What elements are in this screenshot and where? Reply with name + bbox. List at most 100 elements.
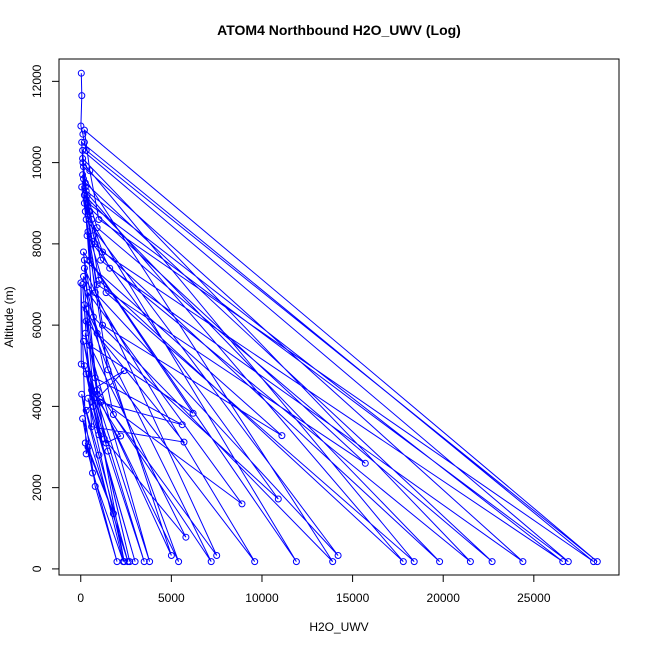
data-point (79, 159, 87, 167)
data-point (88, 216, 96, 223)
data-point (85, 370, 93, 378)
x-axis: 0 5000 10000 15000 20000 25000 (77, 574, 551, 605)
data-point (86, 167, 94, 175)
data-point (89, 469, 96, 477)
x-tick-label: 0 (77, 591, 84, 605)
data-point (329, 558, 337, 566)
x-axis-label: H2O_UWV (309, 620, 368, 634)
data-point (436, 558, 444, 566)
data-point (95, 216, 103, 223)
data-point (83, 232, 91, 240)
data-point (86, 207, 94, 215)
data-point (80, 191, 88, 199)
data-point (88, 386, 96, 394)
data-point (82, 406, 90, 414)
data-point (79, 171, 87, 179)
data-point (104, 366, 112, 374)
data-point (519, 558, 527, 566)
data-point (82, 216, 90, 223)
data-point (82, 450, 90, 458)
data-point (167, 552, 175, 559)
data-point (95, 276, 103, 284)
data-point (84, 394, 92, 402)
data-point (84, 443, 92, 451)
data-point (82, 317, 90, 325)
data-point (182, 533, 190, 541)
data-point (89, 402, 97, 410)
data-point (124, 558, 132, 566)
data-point (88, 423, 96, 431)
data-point (593, 558, 601, 566)
data-point (80, 272, 87, 280)
data-point (77, 360, 85, 368)
series-layer (77, 69, 601, 566)
data-point (79, 415, 87, 423)
data-point (79, 130, 87, 138)
y-tick-label: 6000 (30, 311, 44, 338)
data-point (86, 256, 94, 264)
data-point (334, 552, 342, 559)
data-point (81, 329, 89, 337)
data-point (109, 510, 117, 518)
data-point (104, 447, 112, 455)
data-point (78, 138, 86, 146)
data-point (79, 281, 87, 288)
data-point (278, 432, 286, 440)
y-axis-label: Altitude (m) (2, 286, 16, 347)
data-point (77, 69, 85, 77)
data-point (80, 248, 87, 256)
data-point (399, 558, 407, 566)
data-point (274, 495, 282, 503)
data-point (178, 421, 186, 429)
data-point (251, 558, 259, 566)
data-point (80, 337, 87, 345)
data-point (189, 409, 197, 417)
data-point (78, 92, 86, 100)
data-point (95, 451, 103, 459)
data-point (82, 305, 90, 313)
data-point (97, 398, 105, 406)
x-tick-label: 10000 (245, 591, 279, 605)
data-point (81, 207, 89, 215)
data-point (78, 390, 86, 398)
data-point (86, 341, 94, 349)
y-tick-label: 8000 (30, 230, 44, 257)
data-point (99, 321, 106, 329)
data-point (175, 558, 183, 566)
data-point (84, 228, 92, 236)
y-axis: 0 2000 4000 6000 8000 10000 12000 (30, 64, 60, 572)
data-point (80, 175, 87, 183)
data-point (207, 558, 215, 566)
data-point (77, 279, 85, 287)
data-point (361, 459, 369, 467)
data-point (292, 558, 300, 566)
data-point (410, 558, 418, 566)
chart-title: ATOM4 Northbound H2O_UWV (Log) (217, 22, 461, 38)
data-point (80, 256, 88, 264)
y-tick-label: 2000 (30, 474, 44, 501)
data-point (89, 313, 97, 321)
x-tick-label: 5000 (158, 591, 185, 605)
data-point (131, 558, 139, 566)
data-point (80, 163, 87, 171)
data-point (80, 138, 88, 146)
x-tick-label: 20000 (427, 591, 461, 605)
data-point (82, 187, 90, 195)
data-point (97, 256, 105, 264)
y-tick-label: 10000 (30, 146, 44, 180)
data-point (180, 438, 188, 446)
data-point (91, 482, 99, 490)
data-point (95, 431, 103, 439)
data-point (102, 439, 110, 447)
data-point (81, 179, 89, 187)
data-point (120, 367, 128, 375)
data-point (80, 199, 88, 207)
data-point (82, 370, 90, 378)
data-point (80, 126, 88, 134)
data-point (109, 411, 117, 418)
data-point (77, 122, 85, 130)
data-point (93, 224, 101, 232)
x-tick-label: 15000 (336, 591, 370, 605)
data-point (93, 329, 101, 337)
